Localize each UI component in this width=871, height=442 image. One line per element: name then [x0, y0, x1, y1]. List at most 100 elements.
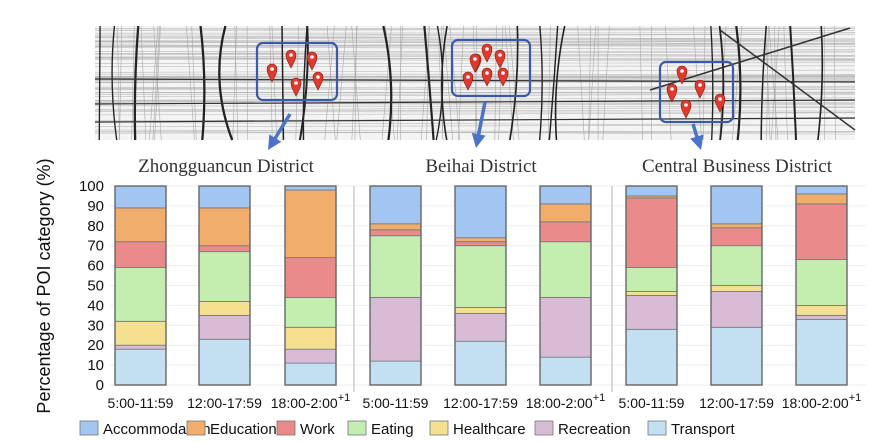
major-road — [718, 25, 725, 141]
major-road — [98, 25, 101, 141]
bar-12:00-17:59: 12:00-17:59 — [187, 185, 262, 411]
major-road — [94, 99, 856, 105]
major-road — [735, 25, 742, 141]
bar-segment-accommodation — [454, 185, 507, 239]
bar-segment-eating — [198, 251, 251, 302]
pin-body — [714, 93, 726, 113]
pin-dot — [485, 47, 489, 51]
bar-segment-recreation — [454, 312, 507, 342]
map-pin-icon — [481, 43, 493, 63]
y-tick-label: 30 — [87, 317, 104, 334]
bar-segment-recreation — [625, 295, 678, 330]
legend-swatch — [347, 420, 367, 436]
bar-segment-transport — [114, 348, 167, 386]
bar-segment-transport — [710, 326, 763, 386]
bar-segment-education — [795, 193, 848, 205]
x-tick-label: 5:00-11:59 — [363, 395, 429, 411]
pin-body — [285, 49, 297, 69]
pin-body — [694, 79, 706, 99]
minor-road — [94, 122, 856, 126]
minor-road — [94, 124, 856, 127]
major-road — [94, 117, 856, 123]
y-tick-label: 50 — [87, 278, 104, 295]
bar-segment-accommodation — [795, 185, 848, 195]
arrowhead-icon — [471, 132, 486, 148]
legend-label: Education — [210, 421, 277, 438]
pin-body — [290, 77, 302, 97]
bar-segment-education — [114, 207, 167, 243]
pin-body — [481, 67, 493, 87]
minor-road — [94, 33, 856, 36]
y-tick-label: 10 — [87, 357, 104, 374]
district-highlight-1 — [255, 41, 339, 150]
bar-segment-accommodation — [710, 185, 763, 225]
bar-segment-transport — [539, 356, 592, 386]
legend-swatch — [647, 420, 667, 436]
bar-segment-eating — [710, 245, 763, 286]
bar-segment-work — [710, 227, 763, 247]
legend-label: Healthcare — [453, 421, 526, 438]
bar-segment-healthcare — [114, 320, 167, 346]
bar-outline — [625, 185, 678, 386]
major-road — [760, 25, 767, 141]
major-road — [508, 25, 519, 141]
pin-dot — [473, 57, 477, 61]
bar-segment-eating — [454, 245, 507, 308]
bar-segment-work — [795, 203, 848, 261]
bar-segment-accommodation — [198, 185, 251, 209]
bar-segment-eating — [795, 259, 848, 306]
pin-body — [497, 67, 509, 87]
bar-outline — [454, 185, 507, 386]
major-road — [441, 25, 448, 141]
legend-swatch — [186, 420, 206, 436]
pin-dot — [680, 69, 684, 73]
major-road — [94, 78, 856, 83]
stacked-bar-chart: 0 10 20 30 40 50 60 70 80 90 100 Percentage of POI … — [34, 156, 866, 438]
bar-18:00-2:00: 18:00-2:00+1 — [271, 185, 350, 411]
y-tick-label: 90 — [87, 198, 104, 215]
arrowhead-icon — [690, 134, 704, 150]
minor-road — [602, 25, 610, 141]
legend-swatch — [534, 420, 554, 436]
minor-road — [94, 27, 856, 30]
map-pin-icon — [694, 79, 706, 99]
bar-segment-work — [369, 229, 422, 237]
bar-segment-recreation — [710, 291, 763, 328]
x-tick-superscript: +1 — [849, 392, 862, 404]
legend-swatch — [276, 420, 296, 436]
minor-road — [149, 25, 159, 141]
x-tick-label: 18:00-2:00+1 — [782, 392, 862, 411]
minor-road — [94, 112, 856, 116]
minor-road — [639, 25, 643, 141]
bar-segment-transport — [284, 362, 337, 386]
bar-segment-recreation — [539, 297, 592, 358]
bar-outline — [539, 185, 592, 386]
legend-item-recreation: Recreation — [534, 420, 631, 438]
minor-road — [766, 25, 769, 141]
bar-outline — [795, 185, 848, 386]
minor-road — [437, 25, 444, 141]
bar-segment-recreation — [198, 314, 251, 340]
map-pin-icon — [494, 49, 506, 69]
map-pin-icon — [285, 49, 297, 69]
bar-5:00-11:59: 5:00-11:59 — [108, 185, 174, 411]
minor-road — [494, 25, 497, 141]
x-tick-label: 12:00-17:59 — [187, 395, 262, 411]
major-road — [218, 25, 234, 141]
y-tick-label: 0 — [96, 377, 104, 394]
legend-item-eating: Eating — [347, 420, 414, 438]
bar-segment-accommodation — [539, 185, 592, 205]
bar-segment-accommodation — [625, 185, 678, 197]
bar-segment-work — [114, 241, 167, 268]
legend-item-healthcare: Healthcare — [429, 420, 526, 438]
minor-road — [152, 25, 160, 141]
minor-road — [768, 25, 779, 141]
x-tick-superscript: +1 — [593, 392, 606, 404]
major-road — [554, 25, 566, 141]
bar-segment-education — [284, 189, 337, 259]
pin-dot — [698, 83, 702, 87]
bar-segment-recreation — [369, 297, 422, 362]
bar-segment-transport — [795, 318, 848, 386]
pin-dot — [501, 71, 505, 75]
